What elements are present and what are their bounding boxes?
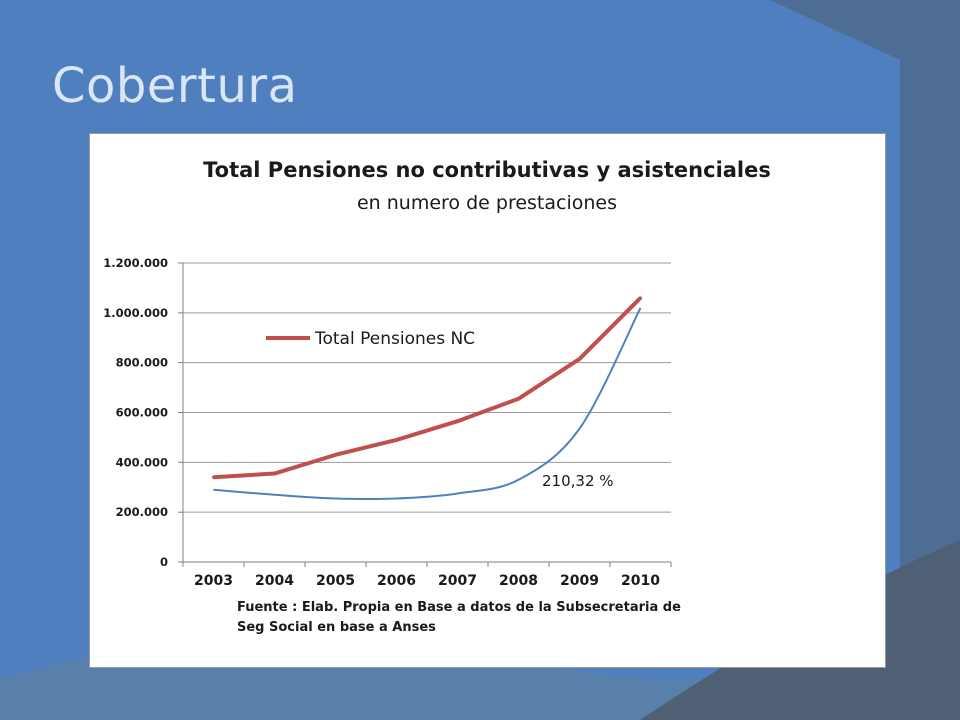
x-tick-label: 2008 [499, 573, 538, 589]
y-tick-label: 800.000 [116, 356, 168, 370]
chart-container: Total Pensiones no contributivas y asist… [89, 133, 886, 668]
x-tick-label: 2009 [560, 573, 599, 589]
series-line-percent [213, 307, 642, 501]
chart-subtitle: en numero de prestaciones [357, 192, 617, 214]
source-note-line: Seg Social en base a Anses [237, 620, 436, 635]
data-point-total [639, 296, 642, 300]
x-tick-label: 2010 [621, 573, 660, 589]
y-tick-label: 1.000.000 [103, 306, 168, 320]
slide-title: Cobertura [52, 58, 298, 114]
chart-title: Total Pensiones no contributivas y asist… [203, 158, 771, 182]
source-note-line: Fuente : Elab. Propia en Base a datos de… [237, 600, 681, 615]
x-tick-label: 2004 [255, 573, 294, 589]
y-tick-label: 600.000 [116, 406, 168, 420]
data-point-total [578, 357, 581, 361]
y-tick-label: 400.000 [116, 455, 168, 469]
decorative-shape-right [770, 0, 960, 720]
x-tick-label: 2003 [194, 573, 233, 589]
data-point-total [334, 453, 337, 457]
legend-label: Total Pensiones NC [314, 329, 475, 349]
data-point-total [395, 438, 398, 442]
x-tick-label: 2006 [377, 573, 416, 589]
data-point-total [273, 472, 276, 476]
data-point-total [517, 397, 520, 401]
x-tick-label: 2007 [438, 573, 477, 589]
annotation-percent: 210,32 % [542, 472, 614, 490]
y-tick-label: 200.000 [116, 505, 168, 519]
data-point-total [456, 419, 459, 423]
line-chart: Total Pensiones no contributivas y asist… [103, 158, 771, 635]
y-tick-label: 1.200.000 [103, 256, 168, 270]
x-tick-label: 2005 [316, 573, 355, 589]
y-tick-label: 0 [160, 555, 168, 569]
data-point-total [212, 475, 215, 479]
series-line-total [213, 296, 642, 480]
